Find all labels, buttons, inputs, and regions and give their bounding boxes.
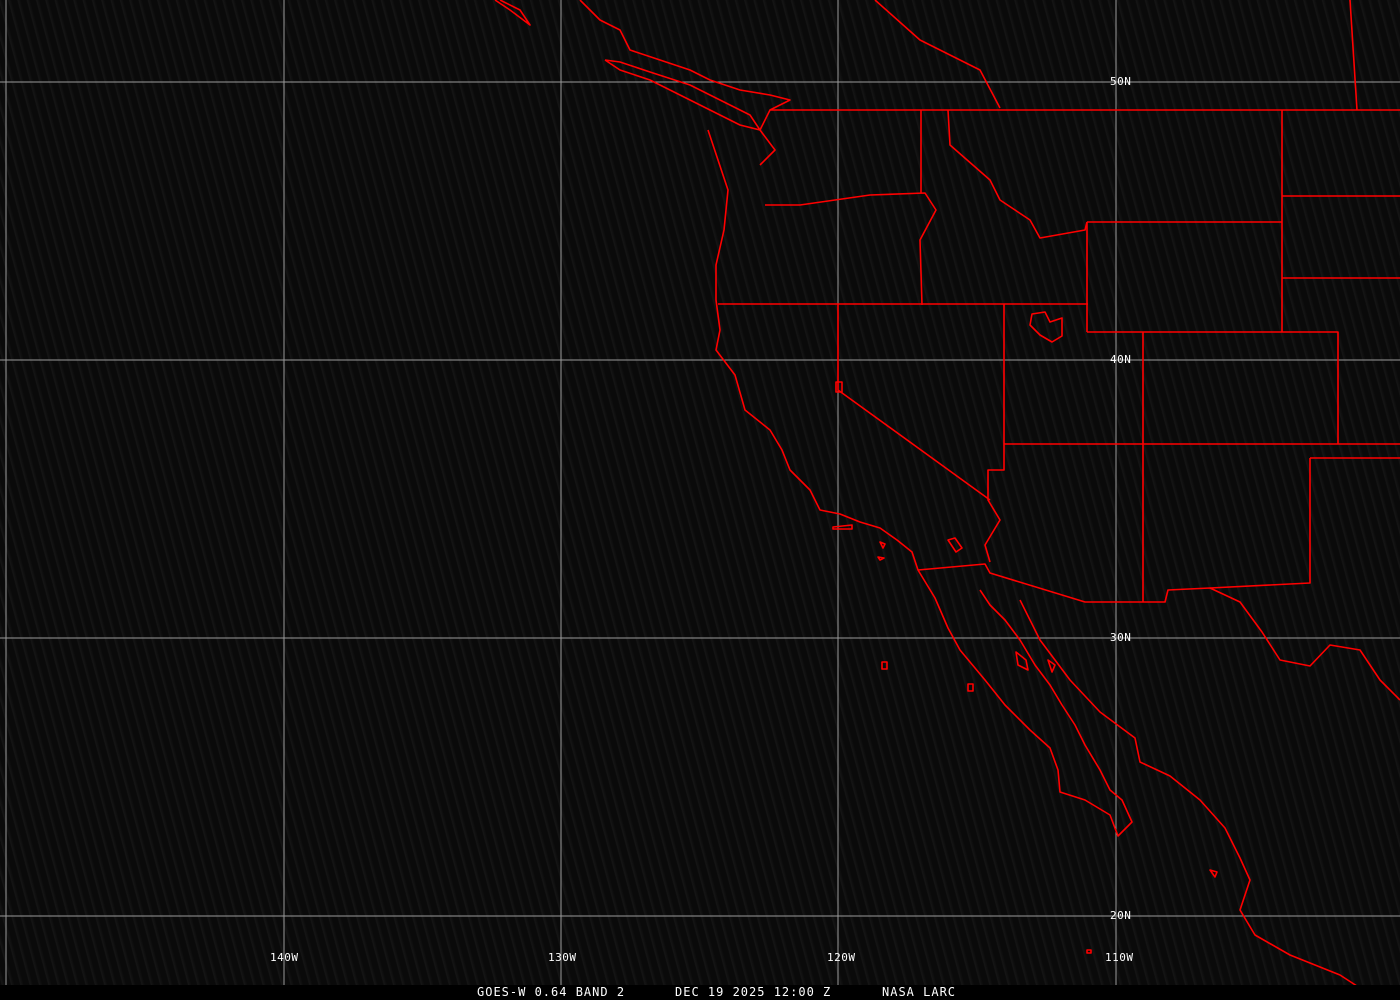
id-mt-border <box>947 109 1088 239</box>
mexico-mainland-coast <box>1019 599 1361 989</box>
boundaries <box>494 0 1400 989</box>
island <box>1015 651 1029 671</box>
lon-label-120w: 120W <box>827 951 856 964</box>
lon-label-130w: 130W <box>548 951 577 964</box>
salton-sea <box>947 537 963 553</box>
wy-ut-co-border <box>1087 331 1339 444</box>
great-salt-lake <box>1029 311 1063 343</box>
us-mexico-border <box>917 563 1400 701</box>
island <box>877 556 885 561</box>
island <box>967 683 974 692</box>
canada-province-border <box>874 0 1001 109</box>
vancouver-island-coast <box>494 0 531 26</box>
lat-label-40n: 40N <box>1110 353 1132 366</box>
island <box>879 541 886 549</box>
lon-label-110w: 110W <box>1105 951 1134 964</box>
island <box>1209 869 1218 878</box>
channel-islands <box>832 524 853 530</box>
canada-border-east <box>1349 0 1358 111</box>
lat-label-30n: 30N <box>1110 631 1132 644</box>
nv-ut-az-border <box>984 304 1005 563</box>
vancouver-island <box>604 59 761 131</box>
caption-source: NASA LARC <box>882 985 957 999</box>
west-coast <box>707 129 1133 837</box>
nm-border <box>1209 458 1311 589</box>
caption-datetime: DEC 19 2025 12:00 Z <box>675 985 832 999</box>
lat-label-50n: 50N <box>1110 75 1132 88</box>
island <box>881 661 888 670</box>
ca-nv-border <box>837 304 991 501</box>
wa-or-border <box>765 192 937 306</box>
island <box>1047 659 1056 673</box>
lat-label-20n: 20N <box>1110 909 1132 922</box>
image-caption: GOES-W 0.64 BAND 2 DEC 19 2025 12:00 Z N… <box>0 985 1400 1000</box>
island <box>1086 949 1092 954</box>
bc-coast <box>579 0 791 166</box>
lake-tahoe <box>835 381 843 393</box>
caption-satellite: GOES-W 0.64 BAND 2 <box>477 985 626 999</box>
lon-label-140w: 140W <box>270 951 299 964</box>
